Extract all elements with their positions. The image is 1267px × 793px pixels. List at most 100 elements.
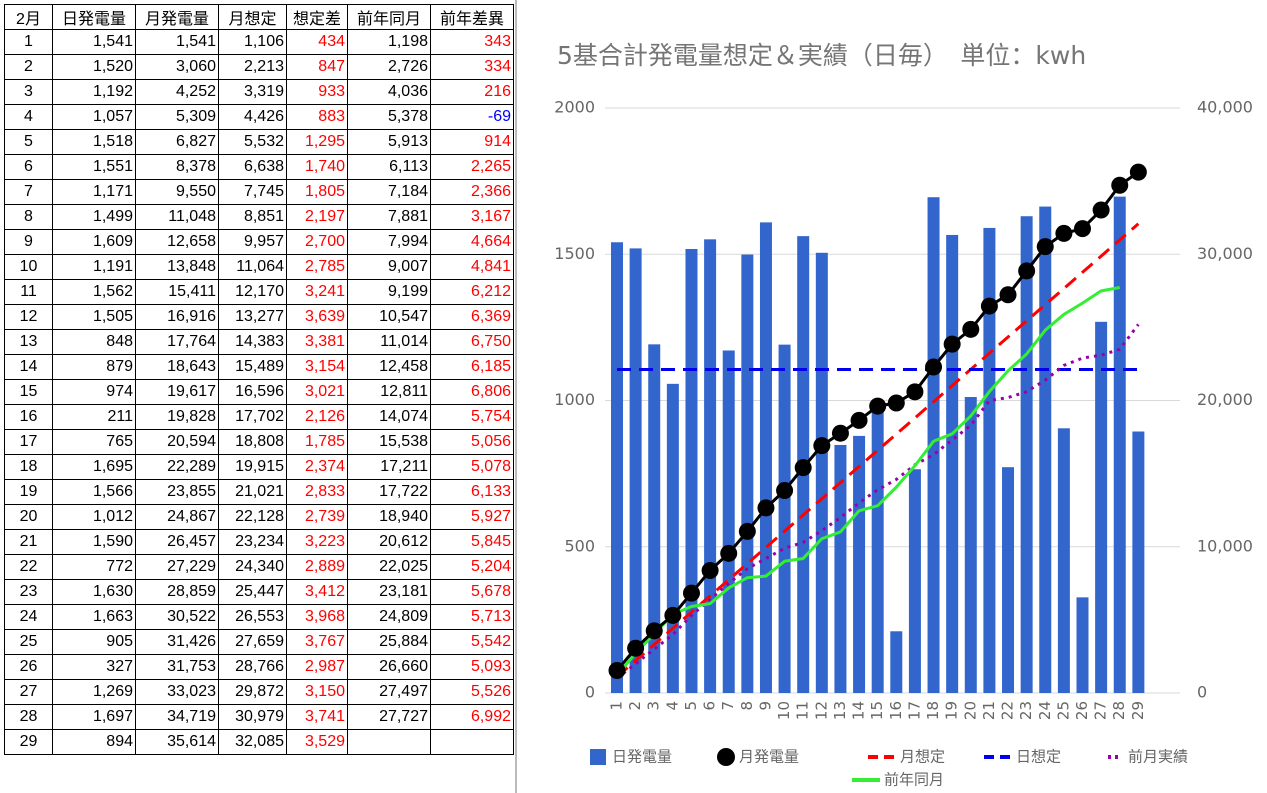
table-cell: 879 bbox=[52, 354, 136, 380]
table-cell: 19,617 bbox=[135, 379, 219, 405]
table-row: 25 905 31,426 27,659 3,767 25,884 5,542 bbox=[4, 629, 514, 655]
column-header: 日発電量 bbox=[52, 4, 136, 30]
x-tick-label: 18 bbox=[924, 701, 942, 720]
marker bbox=[664, 606, 682, 624]
bar bbox=[834, 444, 847, 693]
marker bbox=[720, 544, 738, 562]
y-tick-label: 500 bbox=[564, 536, 595, 555]
table-cell: 15 bbox=[4, 379, 53, 405]
table-cell: 5,078 bbox=[430, 454, 514, 480]
table-cell: 13,848 bbox=[135, 254, 219, 280]
table-cell: 933 bbox=[286, 79, 348, 105]
y-tick-label: 1500 bbox=[554, 244, 595, 263]
bar bbox=[704, 239, 717, 693]
bar bbox=[1057, 428, 1070, 693]
table-cell: 27,727 bbox=[347, 704, 431, 730]
table-row: 24 1,663 30,522 26,553 3,968 24,809 5,713 bbox=[4, 604, 514, 630]
y2-tick-label: 30,000 bbox=[1197, 244, 1253, 263]
table-cell: 28 bbox=[4, 704, 53, 730]
table-cell: 6,750 bbox=[430, 329, 514, 355]
x-tick-label: 3 bbox=[645, 701, 663, 711]
table-row: 28 1,697 34,719 30,979 3,741 27,727 6,992 bbox=[4, 704, 514, 730]
table-cell: 22,025 bbox=[347, 554, 431, 580]
x-tick-label: 17 bbox=[905, 701, 923, 720]
marker bbox=[906, 383, 924, 401]
table-row: 9 1,609 12,658 9,957 2,700 7,994 4,664 bbox=[4, 229, 514, 255]
bar bbox=[1076, 597, 1089, 693]
x-tick-label: 13 bbox=[831, 701, 849, 720]
table-cell: 19 bbox=[4, 479, 53, 505]
table-cell: 6,992 bbox=[430, 704, 514, 730]
bar bbox=[1095, 321, 1108, 693]
table-cell: 9 bbox=[4, 229, 53, 255]
table-cell: 7,994 bbox=[347, 229, 431, 255]
bar bbox=[685, 248, 698, 694]
table-cell: 5,204 bbox=[430, 554, 514, 580]
table-row: 17 765 20,594 18,808 1,785 15,538 5,056 bbox=[4, 429, 514, 455]
table-row: 19 1,566 23,855 21,021 2,833 17,722 6,133 bbox=[4, 479, 514, 505]
table-cell: 2,987 bbox=[286, 654, 348, 680]
table-cell: 13,277 bbox=[218, 304, 287, 330]
table-cell: 20,594 bbox=[135, 429, 219, 455]
table-cell: 3,223 bbox=[286, 529, 348, 555]
marker bbox=[757, 499, 775, 517]
table-cell: 6,638 bbox=[218, 154, 287, 180]
table-cell: 12,811 bbox=[347, 379, 431, 405]
table-cell: 974 bbox=[52, 379, 136, 405]
table-row: 18 1,695 22,289 19,915 2,374 17,211 5,078 bbox=[4, 454, 514, 480]
bar bbox=[908, 469, 921, 693]
bar bbox=[927, 197, 940, 693]
table-cell: 3,741 bbox=[286, 704, 348, 730]
y-tick-label: 1000 bbox=[554, 390, 595, 409]
table-cell: 12,458 bbox=[347, 354, 431, 380]
marker bbox=[831, 424, 849, 442]
table-cell: 18,940 bbox=[347, 504, 431, 530]
x-tick-label: 27 bbox=[1092, 701, 1110, 720]
table-row: 12 1,505 16,916 13,277 3,639 10,547 6,369 bbox=[4, 304, 514, 330]
table-cell: 5,678 bbox=[430, 579, 514, 605]
table-cell: 1,198 bbox=[347, 29, 431, 55]
table-cell: 3,150 bbox=[286, 679, 348, 705]
bar bbox=[1039, 206, 1052, 693]
table-cell: 334 bbox=[430, 54, 514, 80]
marker bbox=[794, 459, 812, 477]
table-cell: 25 bbox=[4, 629, 53, 655]
table-cell: 12,658 bbox=[135, 229, 219, 255]
table-cell: 26,553 bbox=[218, 604, 287, 630]
table-cell: 8,851 bbox=[218, 204, 287, 230]
table-cell: 3,167 bbox=[430, 204, 514, 230]
table-cell: 7,745 bbox=[218, 179, 287, 205]
column-header: 2月 bbox=[4, 4, 53, 30]
y2-tick-label: 20,000 bbox=[1197, 390, 1253, 409]
table-cell: 5,927 bbox=[430, 504, 514, 530]
table-cell: 3,060 bbox=[135, 54, 219, 80]
x-tick-label: 10 bbox=[775, 701, 793, 720]
bar bbox=[946, 234, 959, 693]
table-cell: 3,529 bbox=[286, 729, 348, 755]
table-cell: 24 bbox=[4, 604, 53, 630]
marker bbox=[925, 358, 943, 376]
marker bbox=[1018, 262, 1036, 280]
table-cell: 8,378 bbox=[135, 154, 219, 180]
table-cell: 1,566 bbox=[52, 479, 136, 505]
table-row: 16 211 19,828 17,702 2,126 14,074 5,754 bbox=[4, 404, 514, 430]
table-cell: 3,968 bbox=[286, 604, 348, 630]
bar bbox=[815, 252, 828, 693]
table-cell: 894 bbox=[52, 729, 136, 755]
marker bbox=[999, 286, 1017, 304]
table-cell: 1,697 bbox=[52, 704, 136, 730]
data-table: 2月 日発電量 月発電量 月想定 想定差 前年同月 前年差異 1 1,541 1,541 1,10… bbox=[4, 4, 514, 755]
bar bbox=[1002, 467, 1015, 693]
bar bbox=[890, 631, 903, 693]
bar bbox=[964, 396, 977, 693]
table-cell: 1,541 bbox=[135, 29, 219, 55]
table-cell: 1,192 bbox=[52, 79, 136, 105]
table-row: 21 1,590 26,457 23,234 3,223 20,612 5,845 bbox=[4, 529, 514, 555]
table-cell: 434 bbox=[286, 29, 348, 55]
legend-label: 日発電量 bbox=[612, 748, 672, 766]
x-tick-label: 25 bbox=[1054, 701, 1072, 720]
y2-tick-label: 40,000 bbox=[1197, 98, 1253, 117]
y-tick-label: 2000 bbox=[554, 98, 595, 117]
marker bbox=[776, 481, 794, 499]
